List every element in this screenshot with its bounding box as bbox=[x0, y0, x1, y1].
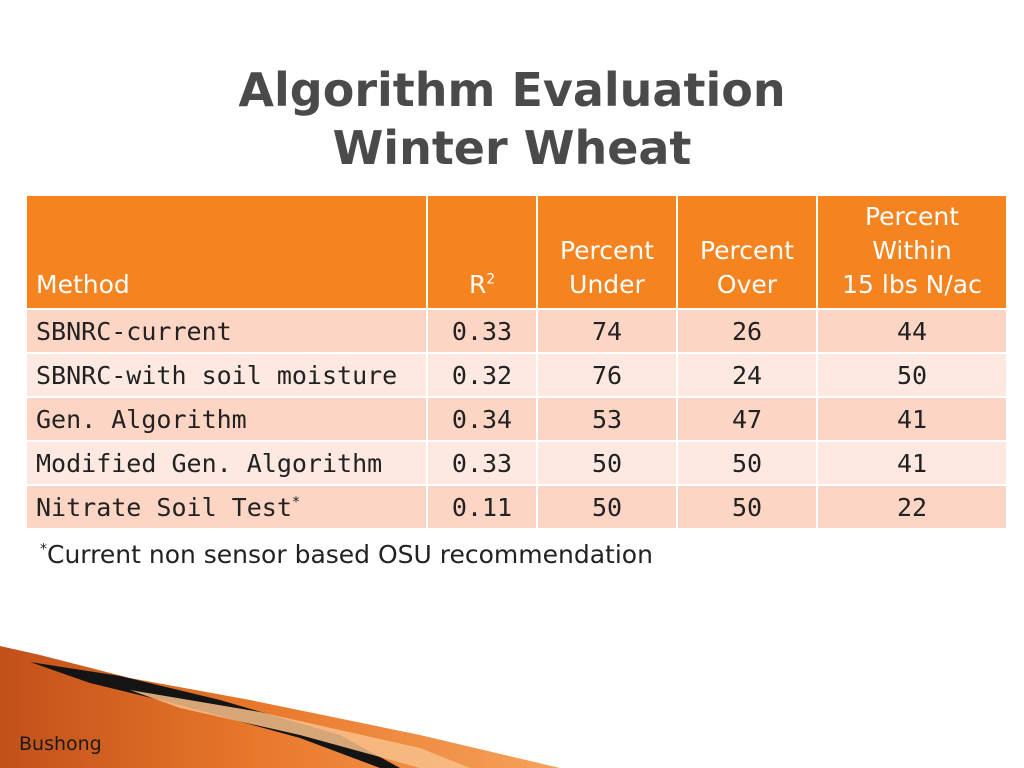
cell-percent-under: 76 bbox=[537, 353, 678, 398]
footnote-text: Current non sensor based OSU recommendat… bbox=[47, 540, 653, 569]
table-body: SBNRC-current 0.33 74 26 44 SBNRC-with s… bbox=[27, 309, 1006, 530]
header-row: Method R2 Percent Under Percent Over Per… bbox=[27, 196, 1006, 310]
cell-percent-within: 22 bbox=[817, 485, 1006, 530]
header-method: Method bbox=[27, 196, 428, 310]
cell-percent-over: 26 bbox=[677, 309, 818, 354]
table-row: SBNRC-with soil moisture 0.32 76 24 50 bbox=[27, 353, 1006, 398]
table-header: Method R2 Percent Under Percent Over Per… bbox=[27, 196, 1006, 310]
cell-percent-over: 47 bbox=[677, 397, 818, 442]
header-r2-base: R bbox=[468, 270, 487, 299]
cell-r2: 0.11 bbox=[427, 485, 538, 530]
footnote: *Current non sensor based OSU recommenda… bbox=[40, 540, 653, 569]
cell-percent-under: 50 bbox=[537, 485, 678, 530]
evaluation-table: Method R2 Percent Under Percent Over Per… bbox=[27, 196, 1006, 530]
header-percent-over: Percent Over bbox=[677, 196, 818, 310]
cell-r2: 0.32 bbox=[427, 353, 538, 398]
table-row: Nitrate Soil Test* 0.11 50 50 22 bbox=[27, 485, 1006, 530]
header-r2-superscript: 2 bbox=[486, 271, 496, 288]
cell-percent-under: 74 bbox=[537, 309, 678, 354]
cell-percent-under: 53 bbox=[537, 397, 678, 442]
cell-percent-over: 24 bbox=[677, 353, 818, 398]
title-line-2: Winter Wheat bbox=[332, 120, 692, 175]
cell-percent-within: 44 bbox=[817, 309, 1006, 354]
cell-method: Gen. Algorithm bbox=[27, 397, 428, 442]
asterisk-marker: * bbox=[291, 494, 301, 511]
cell-method: SBNRC-current bbox=[27, 309, 428, 354]
cell-method: Modified Gen. Algorithm bbox=[27, 441, 428, 486]
header-r2: R2 bbox=[427, 196, 538, 310]
cell-r2: 0.33 bbox=[427, 441, 538, 486]
cell-percent-over: 50 bbox=[677, 441, 818, 486]
cell-percent-under: 50 bbox=[537, 441, 678, 486]
cell-method: Nitrate Soil Test* bbox=[27, 485, 428, 530]
cell-method-text: Nitrate Soil Test bbox=[36, 492, 292, 522]
cell-method: SBNRC-with soil moisture bbox=[27, 353, 428, 398]
cell-percent-over: 50 bbox=[677, 485, 818, 530]
cell-percent-within: 41 bbox=[817, 397, 1006, 442]
table-row: Modified Gen. Algorithm 0.33 50 50 41 bbox=[27, 441, 1006, 486]
author-footer: Bushong bbox=[19, 733, 102, 755]
footnote-marker: * bbox=[40, 541, 47, 558]
cell-r2: 0.33 bbox=[427, 309, 538, 354]
slide-title: Algorithm Evaluation Winter Wheat bbox=[0, 61, 1024, 177]
header-percent-within: Percent Within 15 lbs N/ac bbox=[817, 196, 1006, 310]
table-row: SBNRC-current 0.33 74 26 44 bbox=[27, 309, 1006, 354]
table-row: Gen. Algorithm 0.34 53 47 41 bbox=[27, 397, 1006, 442]
cell-percent-within: 50 bbox=[817, 353, 1006, 398]
cell-r2: 0.34 bbox=[427, 397, 538, 442]
swoosh-light-stripe bbox=[130, 690, 470, 768]
header-percent-under: Percent Under bbox=[537, 196, 678, 310]
title-line-1: Algorithm Evaluation bbox=[238, 62, 786, 117]
cell-percent-within: 41 bbox=[817, 441, 1006, 486]
